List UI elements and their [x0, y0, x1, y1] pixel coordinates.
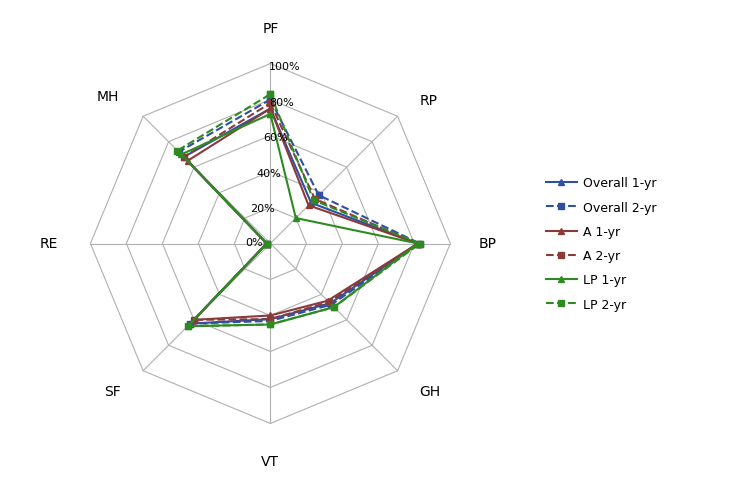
Text: SF: SF [104, 384, 121, 398]
Text: RP: RP [420, 94, 438, 107]
Text: 60%: 60% [264, 133, 288, 143]
Text: 20%: 20% [250, 203, 275, 214]
Text: 100%: 100% [269, 62, 301, 72]
Text: 40%: 40% [257, 168, 282, 178]
Text: MH: MH [97, 90, 119, 104]
Text: 80%: 80% [270, 98, 294, 108]
Text: GH: GH [420, 384, 441, 398]
Text: RE: RE [40, 237, 58, 251]
Legend: Overall 1-yr, Overall 2-yr, A 1-yr, A 2-yr, LP 1-yr, LP 2-yr: Overall 1-yr, Overall 2-yr, A 1-yr, A 2-… [541, 172, 662, 316]
Text: VT: VT [261, 454, 279, 468]
Text: 0%: 0% [246, 237, 263, 247]
Text: PF: PF [262, 21, 279, 36]
Text: BP: BP [479, 237, 497, 251]
